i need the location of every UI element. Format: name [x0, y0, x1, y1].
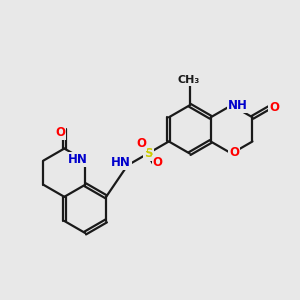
- Text: HN: HN: [111, 157, 131, 169]
- Text: O: O: [153, 156, 163, 169]
- Text: S: S: [144, 147, 153, 160]
- Text: O: O: [55, 126, 65, 139]
- Text: CH₃: CH₃: [177, 75, 200, 85]
- Text: HN: HN: [68, 153, 88, 166]
- Text: NH: NH: [228, 99, 248, 112]
- Text: O: O: [269, 101, 279, 114]
- Text: O: O: [136, 137, 146, 150]
- Text: O: O: [229, 146, 239, 159]
